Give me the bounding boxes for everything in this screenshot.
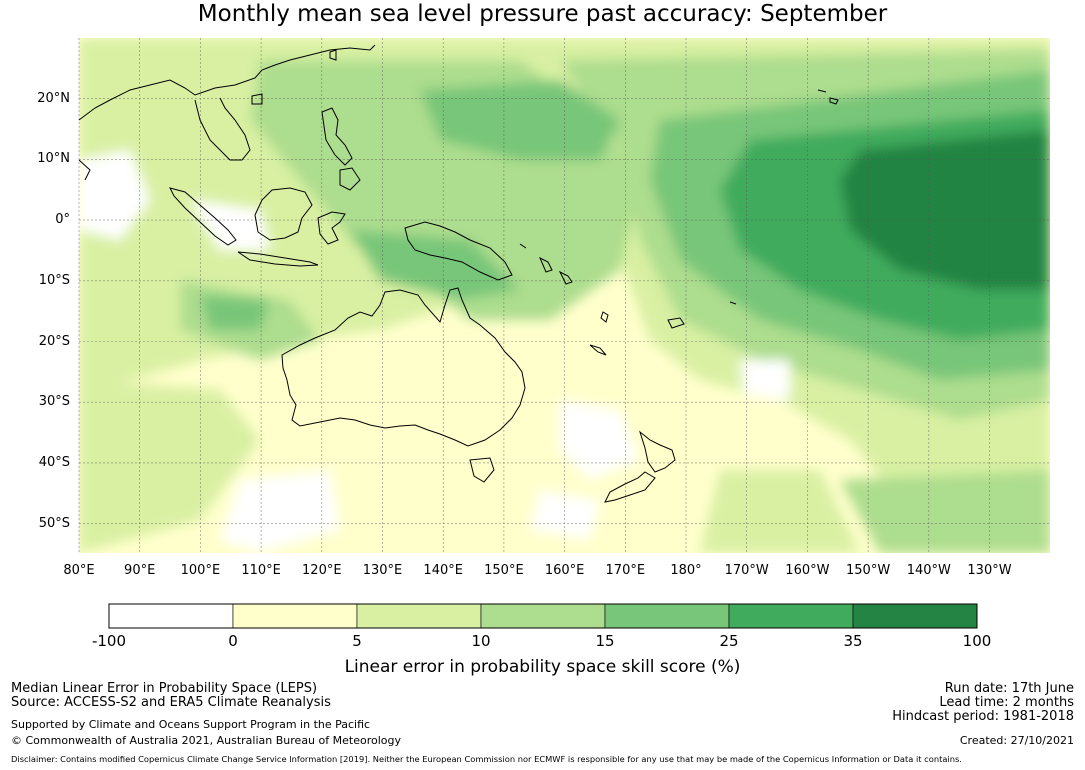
- longitude-label: 100°E: [180, 563, 221, 578]
- lead-time: Lead time: 2 months: [939, 695, 1074, 710]
- run-date: Run date: 17th June: [944, 681, 1074, 696]
- page-title: Monthly mean sea level pressure past acc…: [197, 1, 888, 27]
- latitude-label: 10°S: [38, 272, 70, 288]
- longitude-label: 90°E: [124, 563, 156, 578]
- colorbar-tick-label: 5: [352, 632, 362, 650]
- hindcast-period: Hindcast period: 1981-2018: [892, 709, 1074, 724]
- colorbar-tick-label: -100: [91, 632, 127, 650]
- footer-copyright: © Commonwealth of Australia 2021, Austra…: [11, 734, 401, 747]
- colorbar: [108, 603, 978, 629]
- colorbar-segment: [232, 603, 358, 629]
- footer-method: Median Linear Error in Probability Space…: [11, 681, 318, 696]
- longitude-label: 130°W: [967, 563, 1012, 578]
- colorbar-segment: [356, 603, 482, 629]
- footer-support: Supported by Climate and Oceans Support …: [11, 718, 371, 731]
- colorbar-tick-label: 15: [595, 632, 615, 650]
- latitude-label: 10°N: [37, 151, 70, 167]
- colorbar-segment: [728, 603, 854, 629]
- longitude-label: 130°E: [362, 563, 403, 578]
- latitude-label: 30°S: [38, 394, 70, 410]
- colorbar-tick-label: 0: [228, 632, 238, 650]
- longitude-label: 160°E: [544, 563, 585, 578]
- footer-source: Source: ACCESS-S2 and ERA5 Climate Reana…: [11, 695, 331, 710]
- longitude-label: 120°E: [302, 563, 342, 578]
- latitude-label: 40°S: [38, 454, 70, 470]
- longitude-label: 80°E: [63, 563, 95, 578]
- longitude-label: 110°E: [241, 563, 281, 578]
- longitude-label: 150°W: [846, 563, 891, 578]
- longitude-label: 150°E: [484, 563, 524, 578]
- longitude-label: 170°E: [605, 563, 646, 578]
- colorbar-segment: [604, 603, 730, 629]
- longitude-label: 180°: [670, 563, 702, 578]
- colorbar-tick-label: 35: [843, 632, 863, 650]
- longitude-label: 160°W: [785, 563, 830, 578]
- disclaimer: Disclaimer: Contains modified Copernicus…: [11, 754, 962, 764]
- colorbar-label: Linear error in probability space skill …: [344, 657, 741, 677]
- longitude-label: 170°W: [724, 563, 769, 578]
- colorbar-segment: [108, 603, 234, 629]
- colorbar-tick-label: 10: [471, 632, 491, 650]
- latitude-label: 0°: [55, 212, 70, 228]
- colorbar-tick-label: 25: [719, 632, 739, 650]
- created-date: Created: 27/10/2021: [959, 734, 1074, 747]
- colorbar-tick-label: 100: [962, 632, 992, 650]
- longitude-label: 140°W: [906, 563, 951, 578]
- longitude-label: 140°E: [423, 563, 463, 578]
- latitude-label: 20°S: [38, 333, 70, 349]
- colorbar-border: [108, 603, 978, 629]
- coastlines: [78, 44, 839, 503]
- colorbar-segment: [480, 603, 606, 629]
- latitude-label: 50°S: [38, 515, 70, 531]
- colorbar-segment: [852, 603, 978, 629]
- latitude-label: 20°N: [37, 90, 70, 106]
